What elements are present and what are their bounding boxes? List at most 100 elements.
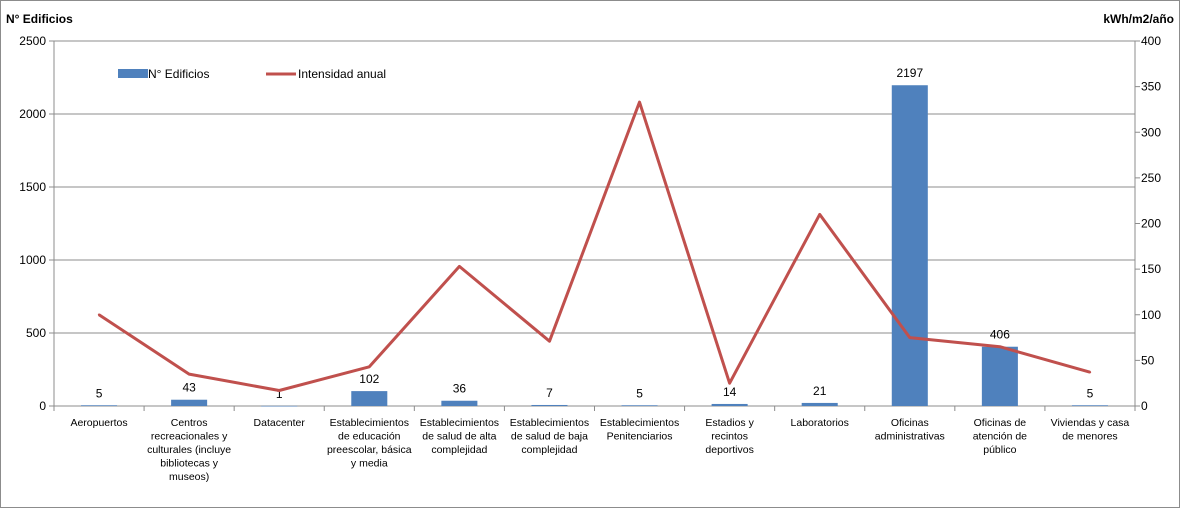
x-tick-label-line: Establecimientos <box>510 417 589 429</box>
y-right-tick-label: 250 <box>1141 171 1161 185</box>
x-tick-label: Aeropuertos <box>70 417 127 429</box>
line-point <box>908 336 911 339</box>
bar-data-label: 5 <box>96 386 103 400</box>
x-tick-label-line: Datacenter <box>254 417 306 429</box>
y-left-axis-title: N° Edificios <box>6 12 73 26</box>
x-tick-label-line: público <box>983 444 1016 456</box>
x-tick-label: Establecimientos de educación preescolar, … <box>327 417 412 470</box>
x-tick-label: Viviendas y casa de menores <box>1051 417 1130 443</box>
x-tick-label-line: de educación <box>338 431 401 443</box>
y-right-tick-label: 400 <box>1141 34 1161 48</box>
bar <box>171 399 208 406</box>
line-point <box>97 313 101 316</box>
bar <box>441 400 478 406</box>
x-tick-label: Oficinas administrativas <box>875 417 945 443</box>
line-point <box>368 365 371 368</box>
bar <box>531 404 568 406</box>
y-right-tick-label: 100 <box>1141 308 1161 322</box>
x-tick-label-line: recintos <box>711 431 748 443</box>
line-point <box>458 265 461 268</box>
x-tick-label-line: de salud de baja <box>511 431 588 443</box>
bar-data-label: 1 <box>276 387 283 401</box>
x-tick-label-line: preescolar, básica <box>327 444 412 456</box>
x-tick-label-line: bibliotecas y <box>160 458 219 470</box>
y-left-tick-label: 0 <box>39 399 46 413</box>
bar-data-label: 21 <box>813 384 827 398</box>
bar <box>711 403 748 406</box>
x-tick-label-line: Oficinas <box>891 417 929 429</box>
x-tick-label: Datacenter <box>254 417 306 429</box>
bar-data-label: 5 <box>1087 386 1094 400</box>
bar <box>891 85 928 406</box>
y-right-tick-label: 0 <box>1141 399 1148 413</box>
x-tick-label-line: de menores <box>1062 431 1117 443</box>
bar <box>261 405 298 407</box>
x-tick-label-line: complejidad <box>431 444 487 456</box>
y-left-tick-label: 2500 <box>19 34 46 48</box>
y-right-tick-label: 300 <box>1141 125 1161 139</box>
x-tick-label-line: Establecimientos <box>600 417 679 429</box>
line-point <box>548 340 551 343</box>
y-right-tick-label: 350 <box>1141 80 1161 94</box>
legend-label: N° Edificios <box>148 67 209 81</box>
legend-swatch-bar <box>118 69 148 78</box>
x-tick-label-line: Laboratorios <box>791 417 849 429</box>
x-tick-label: Oficinas de atención de público <box>973 417 1027 456</box>
x-tick-label: Establecimientos Penitenciarios <box>600 417 679 443</box>
x-tick-label-line: Establecimientos <box>330 417 409 429</box>
intensity-line <box>98 100 1091 392</box>
y-left-tick-label: 500 <box>26 326 46 340</box>
bar <box>81 405 118 406</box>
x-tick-label-line: complejidad <box>521 444 577 456</box>
x-tick-label: Centros recreacionales y culturales (inclu… <box>147 417 231 483</box>
line-point <box>278 389 281 392</box>
x-tick-label: Estadios y recintos deportivos <box>705 417 754 456</box>
x-tick-label-line: deportivos <box>705 444 753 456</box>
bar <box>351 391 388 406</box>
y-left-tick-label: 1500 <box>19 180 46 194</box>
line-point <box>1088 371 1092 374</box>
x-tick-label-line: museos) <box>169 471 209 483</box>
x-tick-label-line: Penitenciarios <box>607 431 673 443</box>
bar <box>621 405 658 406</box>
x-tick-label-line: culturales (incluye <box>147 444 231 456</box>
x-tick-label-line: y media <box>351 458 388 470</box>
x-tick-label-line: recreacionales y <box>151 431 228 443</box>
x-tick-label-line: Estadios y <box>705 417 754 429</box>
y-left-tick-label: 1000 <box>19 253 46 267</box>
y-right-tick-label: 200 <box>1141 217 1161 231</box>
y-right-tick-label: 150 <box>1141 262 1161 276</box>
bar <box>1071 405 1108 406</box>
x-tick-label: Establecimientos de salud de alta compleji… <box>420 417 499 456</box>
bar-data-label: 14 <box>723 385 737 399</box>
bar-data-label: 5 <box>636 386 643 400</box>
bar-data-label: 36 <box>453 382 467 396</box>
bar-data-label: 7 <box>546 386 553 400</box>
line-point <box>728 381 731 385</box>
y-right-tick-label: 50 <box>1141 353 1155 367</box>
bar-data-label: 43 <box>182 381 196 395</box>
x-tick-label-line: Oficinas de <box>974 417 1027 429</box>
x-tick-label-line: administrativas <box>875 431 945 443</box>
bar-data-label: 2197 <box>896 66 923 80</box>
line-point <box>998 345 1002 348</box>
bar <box>981 346 1018 406</box>
x-tick-label-line: Viviendas y casa <box>1051 417 1130 429</box>
x-tick-label-line: de salud de alta <box>422 431 496 443</box>
x-tick-label-line: Centros <box>171 417 208 429</box>
bar-data-label: 406 <box>990 328 1010 342</box>
x-tick-label-line: Establecimientos <box>420 417 499 429</box>
bar <box>801 402 838 406</box>
x-tick-label: Establecimientos de salud de baja compleji… <box>510 417 589 456</box>
line-point <box>818 213 821 216</box>
line-point <box>187 372 191 376</box>
y-right-axis-title: kWh/m2/año <box>1103 12 1174 26</box>
bar-data-label: 102 <box>359 372 379 386</box>
y-left-tick-label: 2000 <box>19 107 46 121</box>
x-tick-label-line: atención de <box>973 431 1027 443</box>
x-tick-label-line: Aeropuertos <box>70 417 127 429</box>
line-point <box>638 100 641 104</box>
